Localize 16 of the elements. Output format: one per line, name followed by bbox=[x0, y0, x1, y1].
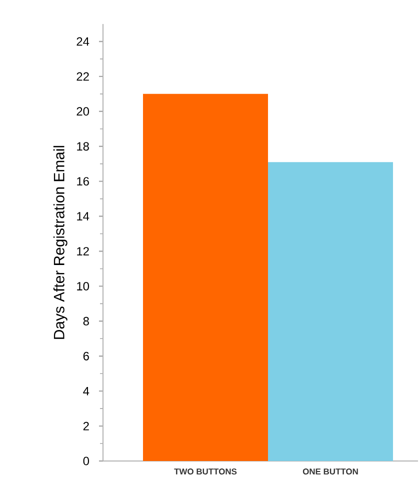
y-tick-label: 6 bbox=[83, 352, 89, 360]
y-tick-label: 2 bbox=[83, 422, 89, 430]
y-tick-label: 0 bbox=[83, 456, 90, 466]
y-tick-label: 8 bbox=[83, 316, 89, 326]
y-tick-label: 16 bbox=[77, 177, 89, 186]
y-tick-label: 20 bbox=[76, 107, 90, 116]
y-tick-label: 24 bbox=[76, 37, 90, 46]
x-tick-label: ONE BUTTON bbox=[302, 468, 358, 475]
y-tick-label: 18 bbox=[77, 142, 89, 151]
x-tick-label: TWO BUTTONS bbox=[174, 468, 237, 475]
y-axis-title: Days After Registration Email bbox=[53, 146, 68, 339]
y-tick-label: 22 bbox=[76, 72, 89, 81]
y-tick-label: 14 bbox=[77, 212, 90, 220]
y-tick-label: 12 bbox=[77, 247, 89, 256]
y-tick-label: 4 bbox=[83, 386, 90, 396]
y-tick-label: 10 bbox=[77, 282, 90, 290]
